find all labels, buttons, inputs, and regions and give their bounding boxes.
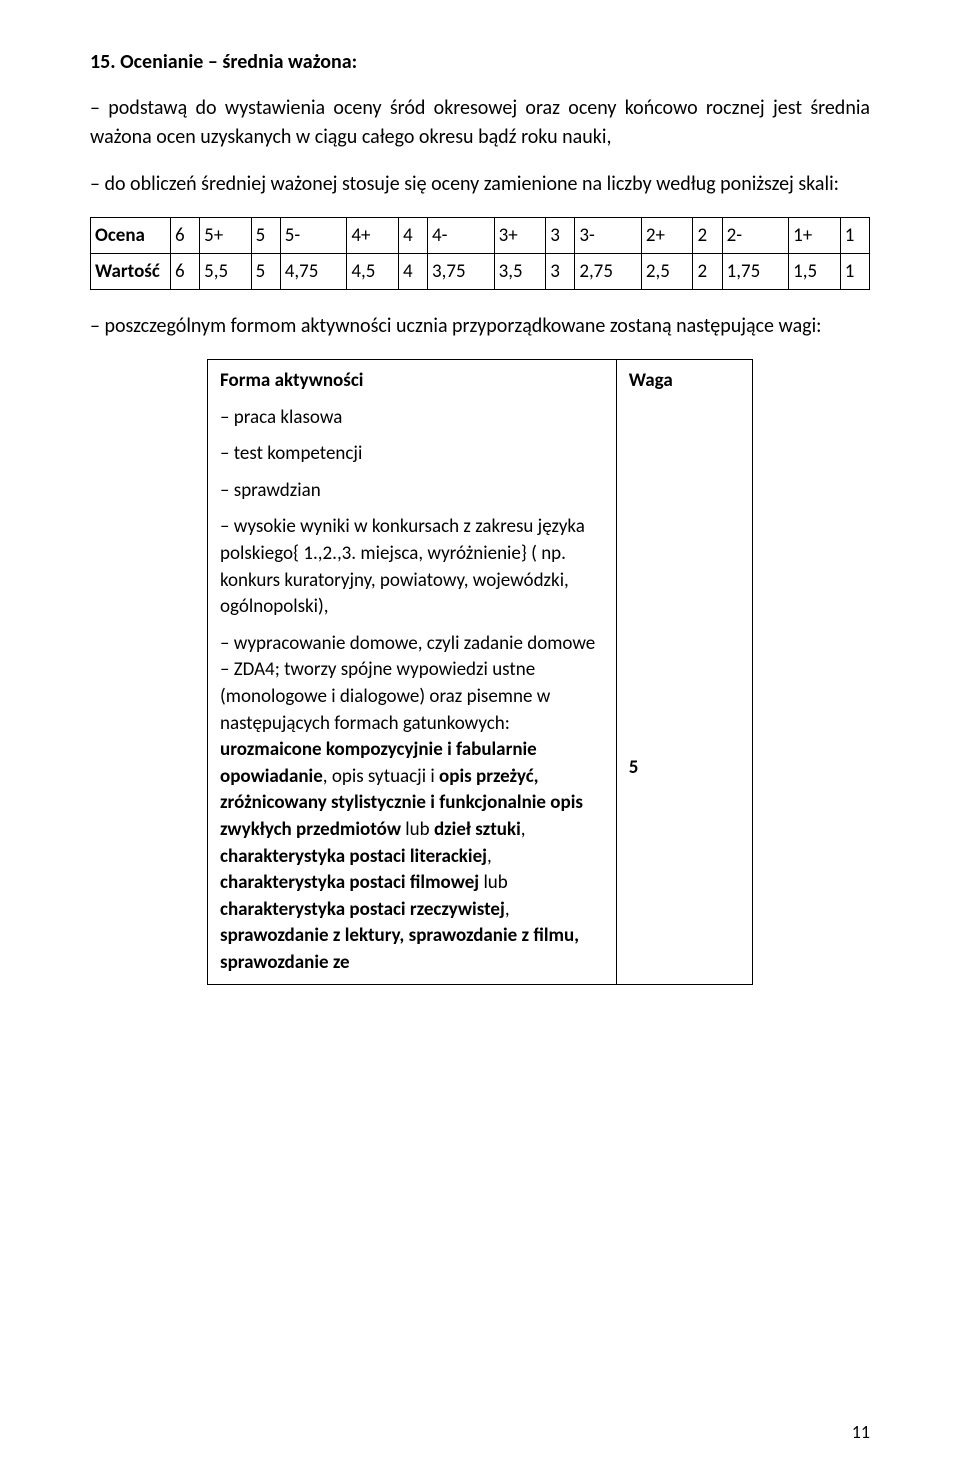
grade-cell: 3-	[575, 218, 642, 254]
grade-scale-table: Ocena 6 5+ 5 5- 4+ 4 4- 3+ 3 3- 2+ 2 2- …	[90, 217, 870, 290]
bold-segment: dzieł sztuki	[434, 818, 521, 841]
value-cell: 3,75	[428, 254, 495, 290]
text-segment: lub	[479, 871, 508, 894]
text-segment: , opis sytuacji i	[323, 765, 439, 788]
value-cell: 5,5	[200, 254, 252, 290]
bold-segment: charakterystyka postaci literackiej	[220, 845, 487, 868]
text-segment: lub	[401, 818, 434, 841]
table-row: Ocena 6 5+ 5 5- 4+ 4 4- 3+ 3 3- 2+ 2 2- …	[91, 218, 870, 254]
weight-value: 5	[629, 755, 740, 782]
value-cell: 1,5	[789, 254, 841, 290]
activity-weight-cell: Waga 5	[616, 360, 752, 985]
grade-cell: 3	[546, 218, 575, 254]
text-segment: ,	[505, 898, 510, 921]
text-segment: ,	[487, 845, 492, 868]
grade-cell: 5-	[280, 218, 347, 254]
page-number: 11	[852, 1421, 870, 1443]
bold-segment: charakterystyka postaci rzeczywistej	[220, 898, 505, 921]
activity-item: – test kompetencji	[220, 441, 604, 468]
paragraph-1: – podstawą do wystawienia oceny śród okr…	[90, 94, 870, 152]
activity-item-detailed: – wypracowanie domowe, czyli zadanie dom…	[220, 631, 604, 977]
value-cell: 3	[546, 254, 575, 290]
grade-cell: 2	[693, 218, 722, 254]
activity-item: – praca klasowa	[220, 405, 604, 432]
value-cell: 6	[171, 254, 200, 290]
grade-cell: 3+	[494, 218, 546, 254]
activity-item: – wysokie wyniki w konkursach z zakresu …	[220, 514, 604, 620]
value-cell: 2	[693, 254, 722, 290]
value-cell: 1,75	[722, 254, 789, 290]
activity-item: – sprawdzian	[220, 478, 604, 505]
value-cell: 4,75	[280, 254, 347, 290]
grade-cell: 5+	[200, 218, 252, 254]
table-row: Wartość 6 5,5 5 4,75 4,5 4 3,75 3,5 3 2,…	[91, 254, 870, 290]
grade-cell: 2+	[641, 218, 693, 254]
text-segment: ,	[521, 818, 526, 841]
row-label: Ocena	[91, 218, 171, 254]
activity-header-weight: Waga	[629, 368, 740, 395]
value-cell: 3,5	[494, 254, 546, 290]
activity-forms-cell: Forma aktywności – praca klasowa – test …	[208, 360, 617, 985]
activity-header-form: Forma aktywności	[220, 368, 604, 395]
grade-cell: 2-	[722, 218, 789, 254]
grade-cell: 4-	[428, 218, 495, 254]
activity-weight-table: Forma aktywności – praca klasowa – test …	[207, 359, 753, 985]
row-label: Wartość	[91, 254, 171, 290]
value-cell: 4	[398, 254, 427, 290]
grade-cell: 1+	[789, 218, 841, 254]
paragraph-2: – do obliczeń średniej ważonej stosuje s…	[90, 170, 870, 199]
grade-cell: 4+	[347, 218, 399, 254]
value-cell: 2,75	[575, 254, 642, 290]
bold-segment: charakterystyka postaci filmowej	[220, 871, 479, 894]
paragraph-3: – poszczególnym formom aktywności ucznia…	[90, 312, 870, 341]
grade-cell: 4	[398, 218, 427, 254]
table-row: Forma aktywności – praca klasowa – test …	[208, 360, 753, 985]
value-cell: 1	[840, 254, 869, 290]
grade-cell: 6	[171, 218, 200, 254]
text-segment: – wypracowanie domowe, czyli zadanie dom…	[220, 632, 595, 735]
value-cell: 4,5	[347, 254, 399, 290]
bold-segment: sprawozdanie z lektury, sprawozdanie z f…	[220, 924, 579, 974]
section-heading: 15. Ocenianie – średnia ważona:	[90, 50, 870, 74]
value-cell: 2,5	[641, 254, 693, 290]
value-cell: 5	[251, 254, 280, 290]
grade-cell: 5	[251, 218, 280, 254]
grade-cell: 1	[840, 218, 869, 254]
